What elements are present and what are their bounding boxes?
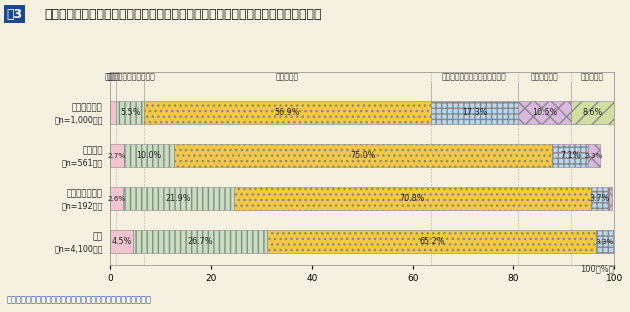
Bar [518, 101, 571, 124]
Bar [613, 230, 614, 253]
Bar [553, 144, 588, 167]
Bar [110, 188, 123, 210]
Text: 17.3%: 17.3% [462, 108, 487, 117]
Text: 4.5%: 4.5% [112, 237, 132, 246]
Text: 5.5%: 5.5% [120, 108, 140, 117]
Text: 市民モニター: 市民モニター [72, 103, 103, 112]
Bar [596, 230, 613, 253]
Text: どちらかといえば厳しい: どちらかといえば厳しい [105, 73, 156, 82]
Text: 75.0%: 75.0% [350, 151, 376, 160]
Text: （n=192人）: （n=192人） [62, 201, 103, 210]
Bar [588, 144, 600, 167]
Bar [175, 144, 553, 167]
Text: 有識者モニター: 有識者モニター [67, 189, 103, 198]
Bar [124, 144, 175, 167]
Text: 2.3%: 2.3% [585, 153, 603, 158]
Text: 7.1%: 7.1% [560, 151, 580, 160]
Bar [144, 101, 431, 124]
Text: 2.6%: 2.6% [108, 196, 126, 202]
Text: 民間企業: 民間企業 [82, 146, 103, 155]
Text: 65.2%: 65.2% [419, 237, 445, 246]
Bar [110, 101, 117, 124]
Bar [234, 188, 590, 210]
Bar [571, 101, 614, 124]
Text: どちらかといえば緩やかである: どちらかといえば緩やかである [442, 73, 507, 82]
Text: 2.7%: 2.7% [108, 153, 126, 158]
Text: 緩やかである: 緩やかである [530, 73, 558, 82]
Text: 56.9%: 56.9% [275, 108, 300, 117]
Bar [133, 230, 268, 253]
Text: 8.6%: 8.6% [583, 108, 603, 117]
Bar [590, 188, 609, 210]
Text: （n=561人）: （n=561人） [62, 158, 103, 167]
Text: （n=1,000人）: （n=1,000人） [54, 115, 103, 124]
Text: 職員: 職員 [93, 232, 103, 241]
Bar [117, 101, 144, 124]
Text: 厳しい: 厳しい [106, 73, 120, 82]
Text: 3.3%: 3.3% [595, 239, 614, 245]
Bar [110, 144, 124, 167]
Bar [110, 230, 133, 253]
Text: （n=4,100人）: （n=4,100人） [54, 244, 103, 253]
Text: （注）　市民モニター以外の「分からない」は数値を省略した。: （注） 市民モニター以外の「分からない」は数値を省略した。 [6, 295, 151, 304]
Text: 21.9%: 21.9% [166, 194, 192, 203]
Text: 10.5%: 10.5% [532, 108, 557, 117]
Text: 70.8%: 70.8% [399, 194, 425, 203]
Text: 分からない: 分からない [581, 73, 604, 82]
Text: 妥当である: 妥当である [276, 73, 299, 82]
Text: 3.7%: 3.7% [590, 194, 610, 203]
Text: 10.0%: 10.0% [137, 151, 162, 160]
Text: 図3: 図3 [6, 8, 23, 21]
Bar [609, 188, 612, 210]
Text: 100（%）: 100（%） [580, 264, 614, 273]
Text: 26.7%: 26.7% [188, 237, 213, 246]
Bar [123, 188, 234, 210]
Text: 倫理規程で定められている行為規制の内容全般について、どのように思いますか。: 倫理規程で定められている行為規制の内容全般について、どのように思いますか。 [44, 8, 321, 21]
Bar [268, 230, 596, 253]
Bar [431, 101, 518, 124]
